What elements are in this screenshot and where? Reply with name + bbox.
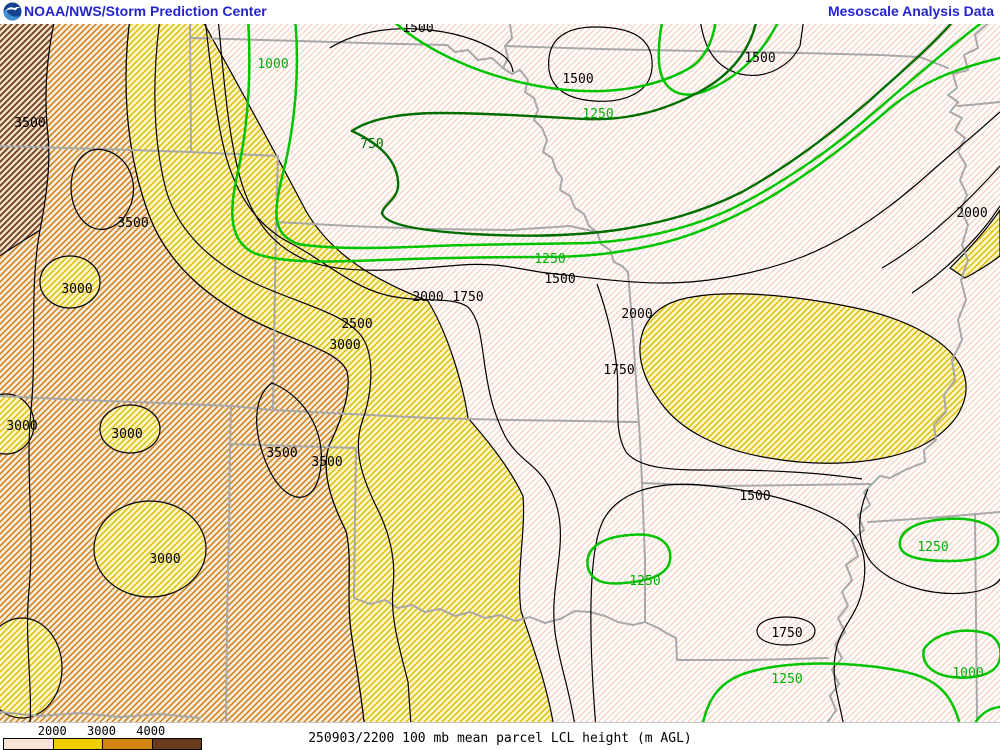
- pocket-3000: [0, 617, 63, 719]
- legend-tick-label: 4000: [136, 724, 166, 738]
- footer-bar: 2000 3000 4000 250903/2200 100 mb mean par…: [0, 722, 1000, 750]
- pocket-3000: [0, 393, 35, 455]
- legend-swatch: [4, 739, 54, 749]
- contour-label: 1250: [629, 574, 660, 589]
- contour-label: 750: [360, 137, 383, 152]
- contour-label: 1000: [952, 666, 983, 681]
- contour-label: 2000: [621, 307, 652, 322]
- contour-labels: 1500 1500 1500 1000 1250 750 3500 3500 2000 1250 1…: [6, 24, 987, 687]
- contour-label: 3500: [14, 116, 45, 131]
- contour-label: 2000: [956, 206, 987, 221]
- contour-label: 1500: [562, 72, 593, 87]
- contour-label: 3000: [61, 282, 92, 297]
- mesoanalysis-map[interactable]: 1500 1500 1500 1000 1250 750 3500 3500 2000 1250 1…: [0, 24, 1000, 722]
- contour-label: 1500: [402, 24, 433, 36]
- page-title: Mesoscale Analysis Data: [827, 3, 994, 19]
- legend-tick-label: 2000: [37, 724, 67, 738]
- legend-swatch: [103, 739, 153, 749]
- pocket-3000: [93, 500, 207, 598]
- contour-label: 2500: [341, 317, 372, 332]
- contour-label: 3500: [311, 455, 342, 470]
- contour-label: 3000: [149, 552, 180, 567]
- pocket-3000: [39, 255, 101, 309]
- contour-label: 1500: [744, 51, 775, 66]
- contour-label: 1250: [582, 107, 613, 122]
- legend-swatch: [53, 739, 103, 749]
- contour-label: 3000: [329, 338, 360, 353]
- site-title: NOAA/NWS/Storm Prediction Center: [24, 3, 267, 19]
- map-caption: 250903/2200 100 mb mean parcel LCL heigh…: [308, 731, 692, 746]
- contour-label: 1750: [452, 290, 483, 305]
- contour-label: 3500: [266, 446, 297, 461]
- contour-label: 3000: [111, 427, 142, 442]
- contour-label: 1250: [771, 672, 802, 687]
- pocket-3000: [99, 404, 161, 454]
- legend-tick-labels: 2000 3000 4000: [3, 724, 203, 738]
- contour-label: 3500: [117, 216, 148, 231]
- dark-green-contours: [350, 24, 953, 237]
- green-contours: [231, 24, 1000, 722]
- noaa-logo-icon: [3, 2, 22, 21]
- contour-label: 1250: [917, 540, 948, 555]
- contour-label: 1500: [739, 489, 770, 504]
- contour-label: 1000: [257, 57, 288, 72]
- legend-tick-label: 3000: [87, 724, 116, 738]
- contour-label: 1500: [544, 272, 575, 287]
- contour-label: 2000: [412, 290, 443, 305]
- contour-label: 1250: [534, 252, 565, 267]
- fill-2000-3000-ozark: [639, 293, 967, 464]
- fill-over-4000: [0, 24, 55, 257]
- fill-2000-sliver-ne: [949, 208, 1000, 279]
- legend-swatch: [152, 739, 201, 749]
- black-contours: [26, 24, 1000, 722]
- contour-label: 1750: [771, 626, 802, 641]
- contour-label: 1750: [603, 363, 634, 378]
- contour-label: 3000: [6, 419, 37, 434]
- header-bar: NOAA/NWS/Storm Prediction Center Mesosca…: [0, 0, 1000, 24]
